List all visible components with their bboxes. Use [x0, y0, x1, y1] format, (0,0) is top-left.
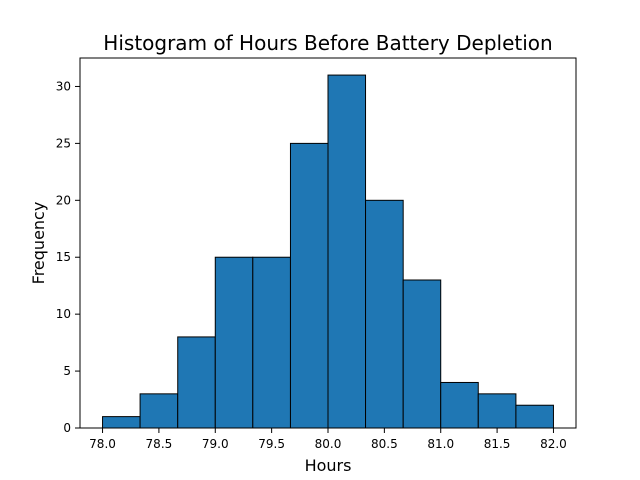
y-tick-label: 25	[56, 136, 71, 150]
bar-8	[365, 199, 404, 429]
x-tick-label: 80.0	[315, 437, 342, 451]
bar-12	[515, 404, 554, 429]
x-axis-ticks: 78.0 78.5 79.0 79.5 80.0 80.5 81.0 81.5 82.0	[89, 428, 567, 451]
y-axis-label: Frequency	[29, 202, 48, 285]
x-tick-label: 79.0	[202, 437, 229, 451]
x-tick-label: 82.0	[540, 437, 567, 451]
bar-10	[440, 381, 479, 429]
y-tick-label: 15	[56, 250, 71, 264]
bar-6	[289, 142, 329, 429]
x-axis-label: Hours	[305, 456, 352, 475]
x-tick-label: 81.0	[427, 437, 454, 451]
chart-title: Histogram of Hours Before Battery Deplet…	[103, 31, 552, 55]
bar-1	[102, 416, 141, 429]
y-axis-ticks: 0 5 10 15 20 25 30	[56, 79, 80, 435]
x-tick-label: 79.5	[258, 437, 285, 451]
bar-9	[402, 279, 442, 429]
bar-11	[477, 393, 517, 429]
x-tick-label: 81.5	[484, 437, 511, 451]
y-tick-label: 5	[63, 364, 71, 378]
bar-5	[252, 256, 291, 429]
x-tick-label: 80.5	[371, 437, 398, 451]
bar-7	[327, 74, 367, 429]
bars-group	[102, 74, 554, 429]
bar-3	[177, 336, 216, 429]
x-tick-label: 78.5	[146, 437, 173, 451]
y-tick-label: 10	[56, 307, 71, 321]
plot-frame	[79, 57, 577, 429]
y-tick-label: 20	[56, 193, 71, 207]
y-tick-label: 0	[63, 421, 71, 435]
x-tick-label: 78.0	[89, 437, 116, 451]
y-tick-label: 30	[56, 79, 71, 93]
bar-2	[139, 393, 179, 429]
bar-4	[214, 256, 254, 429]
